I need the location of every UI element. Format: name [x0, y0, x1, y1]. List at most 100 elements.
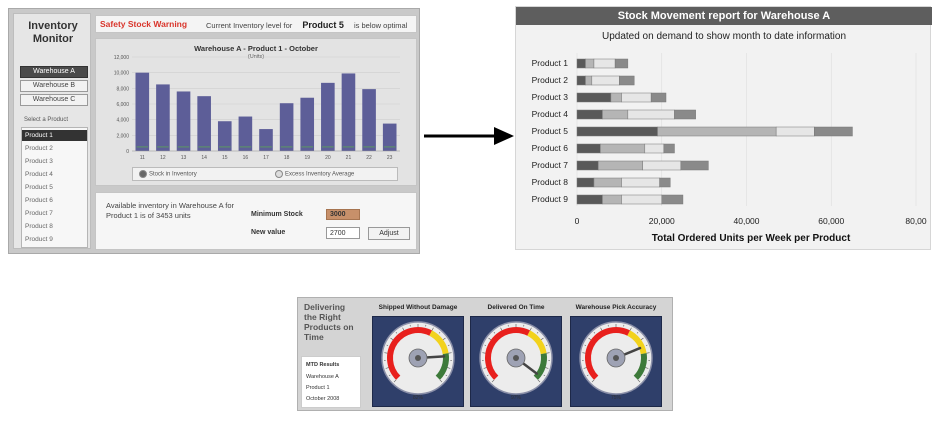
gauge-tick: [438, 331, 441, 334]
inventory-bar: [382, 123, 397, 151]
y-tick-label: Product 1: [532, 58, 569, 68]
warning-title: Safety Stock Warning: [100, 19, 188, 29]
y-tick-label: Product 6: [532, 143, 569, 153]
product-list-item-7[interactable]: Product 7: [25, 210, 53, 217]
minimum-stock-label: Minimum Stock: [251, 211, 303, 218]
gauge-yellow-zone: [627, 330, 647, 355]
y-tick-label: Product 7: [532, 160, 569, 170]
gauge-tick: [484, 344, 487, 346]
new-value-input[interactable]: 2700: [326, 227, 360, 239]
excess-average-mark: [363, 146, 375, 148]
y-tick-label: Product 4: [532, 109, 569, 119]
mtd-product: Product 1: [306, 385, 330, 391]
stacked-bar-segment: [593, 58, 616, 69]
product-list-item-3[interactable]: Product 3: [25, 158, 53, 165]
radio-selected-icon: [139, 170, 147, 178]
product-list-item-5[interactable]: Product 5: [25, 184, 53, 191]
stacked-bar-segment: [576, 177, 595, 188]
x-tick-label: 14: [201, 155, 207, 161]
gauge-tick: [491, 379, 495, 383]
gauge-tick: [588, 337, 592, 341]
inventory-monitor-title: Inventory Monitor: [28, 20, 78, 45]
mtd-period: October 2008: [306, 396, 340, 402]
legend-excess-inventory-average[interactable]: Excess Inventory Average: [275, 170, 354, 178]
warning-message: Current Inventory level for Product 5 is…: [206, 20, 407, 30]
x-tick-label: 20: [325, 155, 331, 161]
stacked-bar-segment: [593, 177, 622, 188]
safety-stock-warning-bar: Safety Stock Warning Current Inventory l…: [95, 15, 417, 33]
product-list-item-2[interactable]: Product 2: [25, 145, 53, 152]
stacked-bar-segment: [576, 92, 612, 103]
stacked-bar-segment: [627, 109, 675, 120]
gauge-tick: [439, 379, 443, 383]
gauge-tick: [445, 374, 448, 377]
excess-average-mark: [198, 146, 210, 148]
gauge-tick: [388, 374, 391, 377]
minimum-stock-value: 3000: [326, 209, 360, 220]
product-list-item-9[interactable]: Product 9: [25, 236, 53, 243]
stacked-bar-segment: [619, 75, 635, 86]
right-arrow-icon: [424, 127, 514, 145]
x-tick-label: 18: [284, 155, 290, 161]
warning-suffix: is below optimal: [354, 21, 408, 30]
delivery-title: Delivering the Right Products on Time: [304, 302, 354, 342]
x-tick-label: 23: [387, 155, 393, 161]
stacked-bar-segment: [597, 160, 643, 171]
warning-prefix: Current Inventory level for: [206, 21, 293, 30]
gauge-red-zone: [585, 327, 631, 380]
mtd-title: MTD Results: [306, 362, 340, 368]
x-tick-label: 12: [160, 155, 166, 161]
warehouse-a-button[interactable]: Warehouse A: [20, 66, 88, 78]
inventory-bar: [156, 84, 170, 151]
product-list-item-1[interactable]: Product 1: [22, 130, 87, 141]
gauge-warehouse-pick-accuracy: Warehouse Pick Accuracy 75%: [570, 304, 662, 407]
y-tick-label: Product 8: [532, 177, 569, 187]
gauge-tick: [385, 367, 389, 369]
gauge-tick: [640, 337, 644, 341]
y-tick-label: 12,000: [114, 55, 130, 61]
inventory-bar: [238, 116, 253, 151]
x-tick-label: 80,00: [905, 216, 927, 226]
excess-average-mark: [301, 146, 314, 148]
excess-average-mark: [218, 146, 231, 148]
y-tick-label: Product 9: [532, 194, 569, 204]
gauge-green-zone: [633, 353, 647, 380]
excess-average-mark: [342, 146, 355, 148]
inventory-chart-title: Warehouse A - Product 1 - October: [194, 44, 318, 53]
stacked-bar-segment: [576, 143, 601, 154]
adjust-button[interactable]: Adjust: [368, 227, 410, 240]
y-tick-label: 10,000: [114, 71, 130, 77]
stacked-bar-segment: [576, 109, 603, 120]
gauge-tick: [629, 327, 632, 331]
y-tick-label: 2,000: [116, 133, 129, 139]
stacked-bar-segment: [591, 75, 620, 86]
gauge-tick: [584, 344, 587, 346]
excess-average-mark: [322, 146, 334, 148]
product-list-item-8[interactable]: Product 8: [25, 223, 53, 230]
stacked-bar-segment: [610, 92, 622, 103]
gauge-tick: [393, 379, 397, 383]
gauge-delivered-on-time: Delivered On Time 97%: [470, 304, 562, 407]
warehouse-b-button[interactable]: Warehouse B: [20, 80, 88, 92]
legend-stock-in-inventory[interactable]: Stock in Inventory: [139, 170, 197, 178]
select-product-label: Select a Product: [24, 117, 69, 123]
gauge-yellow-zone: [527, 330, 547, 355]
gauge-tick: [402, 327, 405, 331]
x-tick-label: 13: [181, 155, 187, 161]
stacked-bar-segment: [642, 160, 682, 171]
product-list-item-6[interactable]: Product 6: [25, 197, 53, 204]
delivery-dashboard: Delivering the Right Products on Time MT…: [297, 297, 673, 411]
gauge-tick: [543, 374, 546, 377]
gauge-green-zone: [533, 353, 547, 380]
stacked-bar-segment: [576, 194, 603, 205]
gauge-green-zone: [435, 353, 449, 380]
stacked-bar-segment: [585, 58, 595, 69]
stock-movement-chart: 0 20,000 40,000 60,000 80,00 Product 1 Product…: [532, 53, 927, 226]
warehouse-c-button[interactable]: Warehouse C: [20, 94, 88, 106]
x-tick-label: 60,000: [818, 216, 844, 226]
stock-movement-report: Stock Movement report for Warehouse A Up…: [515, 6, 932, 250]
y-tick-label: 4,000: [116, 118, 129, 124]
product-list-item-4[interactable]: Product 4: [25, 171, 53, 178]
y-tick-label: 6,000: [116, 102, 129, 108]
gauge-tick: [637, 379, 641, 383]
